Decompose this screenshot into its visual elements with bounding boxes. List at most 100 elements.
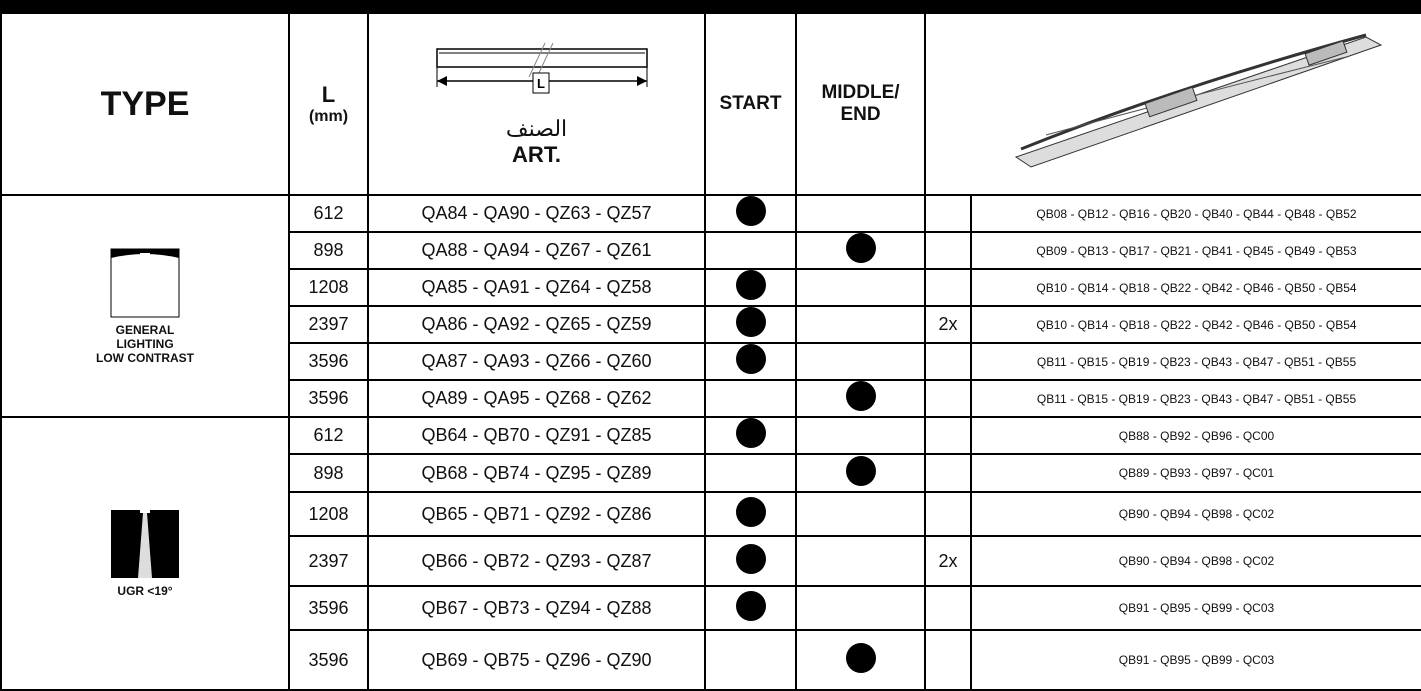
start-dot (735, 307, 766, 337)
article-codes: QA86 - QA92 - QZ65 - QZ59 (367, 305, 706, 344)
start-cell (704, 585, 797, 631)
qty-cell (924, 416, 972, 455)
article-codes: QB64 - QB70 - QZ91 - QZ85 (367, 416, 706, 455)
middle-end-dot (845, 455, 876, 486)
middle-end-header: MIDDLE/END (795, 12, 926, 196)
start-cell (704, 342, 797, 381)
product-drawing (1014, 33, 1383, 168)
middle-end-dot (845, 642, 876, 673)
refs: QB11 - QB15 - QB19 - QB23 - QB43 - QB47 … (970, 342, 1421, 381)
middle-end-cell (795, 491, 926, 537)
art-header: L الصنف ART. (367, 12, 706, 196)
article-codes: QB67 - QB73 - QZ94 - QZ88 (367, 585, 706, 631)
middle-end-cell (795, 379, 926, 418)
middle-end-cell (795, 453, 926, 493)
length: 898 (288, 231, 369, 270)
type-cell: GENERAL LIGHTING LOW CONTRAST (0, 194, 290, 418)
length: 898 (288, 453, 369, 493)
refs: QB91 - QB95 - QB99 - QC03 (970, 585, 1421, 631)
row: 898 QA88 - QA94 - QZ67 - QZ61 QB09 - QB13 … (1, 231, 1421, 270)
article-codes: QB68 - QB74 - QZ95 - QZ89 (367, 453, 706, 493)
refs: QB90 - QB94 - QB98 - QC02 (970, 535, 1421, 587)
start-dot (735, 590, 766, 621)
article-codes: QA85 - QA91 - QZ64 - QZ58 (367, 268, 706, 307)
refs: QB90 - QB94 - QB98 - QC02 (970, 491, 1421, 537)
type-label: LOW CONTRAST (96, 350, 194, 365)
l-header: L (mm) (288, 12, 369, 196)
type-header: TYPE (0, 12, 290, 196)
middle-end-dot (845, 233, 876, 263)
length: 3596 (288, 629, 369, 691)
row: GENERAL LIGHTING LOW CONTRAST 612 QA84 - QA9… (0, 194, 1421, 418)
length: 2397 (288, 535, 369, 587)
refs: QB89 - QB93 - QB97 - QC01 (970, 453, 1421, 493)
row: 2397 QB66 - QB72 - QZ93 - QZ87 2x QB90 - QB… (1, 535, 1421, 587)
qty-cell (924, 491, 972, 537)
profile-diagram: L (435, 42, 648, 93)
start-cell (704, 231, 797, 270)
row: 1208 QB65 - QB71 - QZ92 - QZ86 QB90 - QB94… (1, 491, 1421, 537)
refs: QB88 - QB92 - QB96 - QC00 (970, 416, 1421, 455)
length: 3596 (288, 585, 369, 631)
start-cell (704, 194, 797, 233)
type-icon (111, 510, 179, 578)
refs: QB10 - QB14 - QB18 - QB22 - QB42 - QB46 … (970, 268, 1421, 307)
qty-cell (924, 231, 972, 270)
start-cell (704, 535, 797, 587)
start-dot (735, 270, 766, 300)
unit: (mm) (308, 108, 349, 125)
length: 612 (288, 194, 369, 233)
start-cell (704, 305, 797, 344)
row: UGR <19° 612 QB64 - QB70 - QZ91 - QZ85 QB88… (0, 416, 1421, 691)
middle-end-cell (795, 342, 926, 381)
qty-cell (924, 629, 972, 691)
article-codes: QA88 - QA94 - QZ67 - QZ61 (367, 231, 706, 270)
top-bar (0, 0, 1421, 12)
start-dot (735, 418, 766, 448)
qty-cell (924, 379, 972, 418)
refs: QB08 - QB12 - QB16 - QB20 - QB40 - QB44 … (970, 194, 1421, 233)
middle-end-cell (795, 194, 926, 233)
length: 1208 (288, 491, 369, 537)
quantity: 2x (938, 314, 958, 334)
middle-end-cell (795, 416, 926, 455)
l: L (321, 82, 336, 107)
length: 3596 (288, 379, 369, 418)
row: 3596 QA87 - QA93 - QZ66 - QZ60 QB11 - QB15… (1, 342, 1421, 381)
article-codes: QA89 - QA95 - QZ68 - QZ62 (367, 379, 706, 418)
start-dot (735, 496, 766, 527)
start-dot (735, 344, 766, 374)
product-image (924, 12, 1421, 196)
qty-cell (924, 194, 972, 233)
article-codes: QB65 - QB71 - QZ92 - QZ86 (367, 491, 706, 537)
length: 612 (288, 416, 369, 455)
row: 2397 QA86 - QA92 - QZ65 - QZ59 2x QB10 - QB… (1, 305, 1421, 344)
qty-cell: 2x (924, 535, 972, 587)
type-icon (110, 248, 180, 317)
type-label: GENERAL (115, 322, 175, 337)
middle-end-cell (795, 629, 926, 691)
line: MIDDLE/ (821, 82, 900, 103)
start-cell (704, 416, 797, 455)
start-cell (704, 453, 797, 493)
qty-cell (924, 453, 972, 493)
length: 1208 (288, 268, 369, 307)
type-label: LIGHTING (116, 336, 174, 351)
refs: QB11 - QB15 - QB19 - QB23 - QB43 - QB47 … (970, 379, 1421, 418)
start-cell (704, 379, 797, 418)
middle-end-cell (795, 305, 926, 344)
middle-end-cell (795, 231, 926, 270)
middle-end-cell (795, 268, 926, 307)
product-table: TYPE L (mm) L الصنف ART. START MIDDLE/END… (0, 12, 1421, 691)
quantity: 2x (938, 550, 958, 571)
refs: QB91 - QB95 - QB99 - QC03 (970, 629, 1421, 691)
start-cell (704, 491, 797, 537)
start-header: START (704, 12, 797, 196)
arabic: الصنف (505, 115, 568, 141)
middle-end-cell (795, 535, 926, 587)
refs: QB09 - QB13 - QB17 - QB21 - QB41 - QB45 … (970, 231, 1421, 270)
row: 3596 QB67 - QB73 - QZ94 - QZ88 QB91 - QB95… (1, 585, 1421, 631)
article-codes: QA84 - QA90 - QZ63 - QZ57 (367, 194, 706, 233)
refs: QB10 - QB14 - QB18 - QB22 - QB42 - QB46 … (970, 305, 1421, 344)
qty-cell (924, 585, 972, 631)
